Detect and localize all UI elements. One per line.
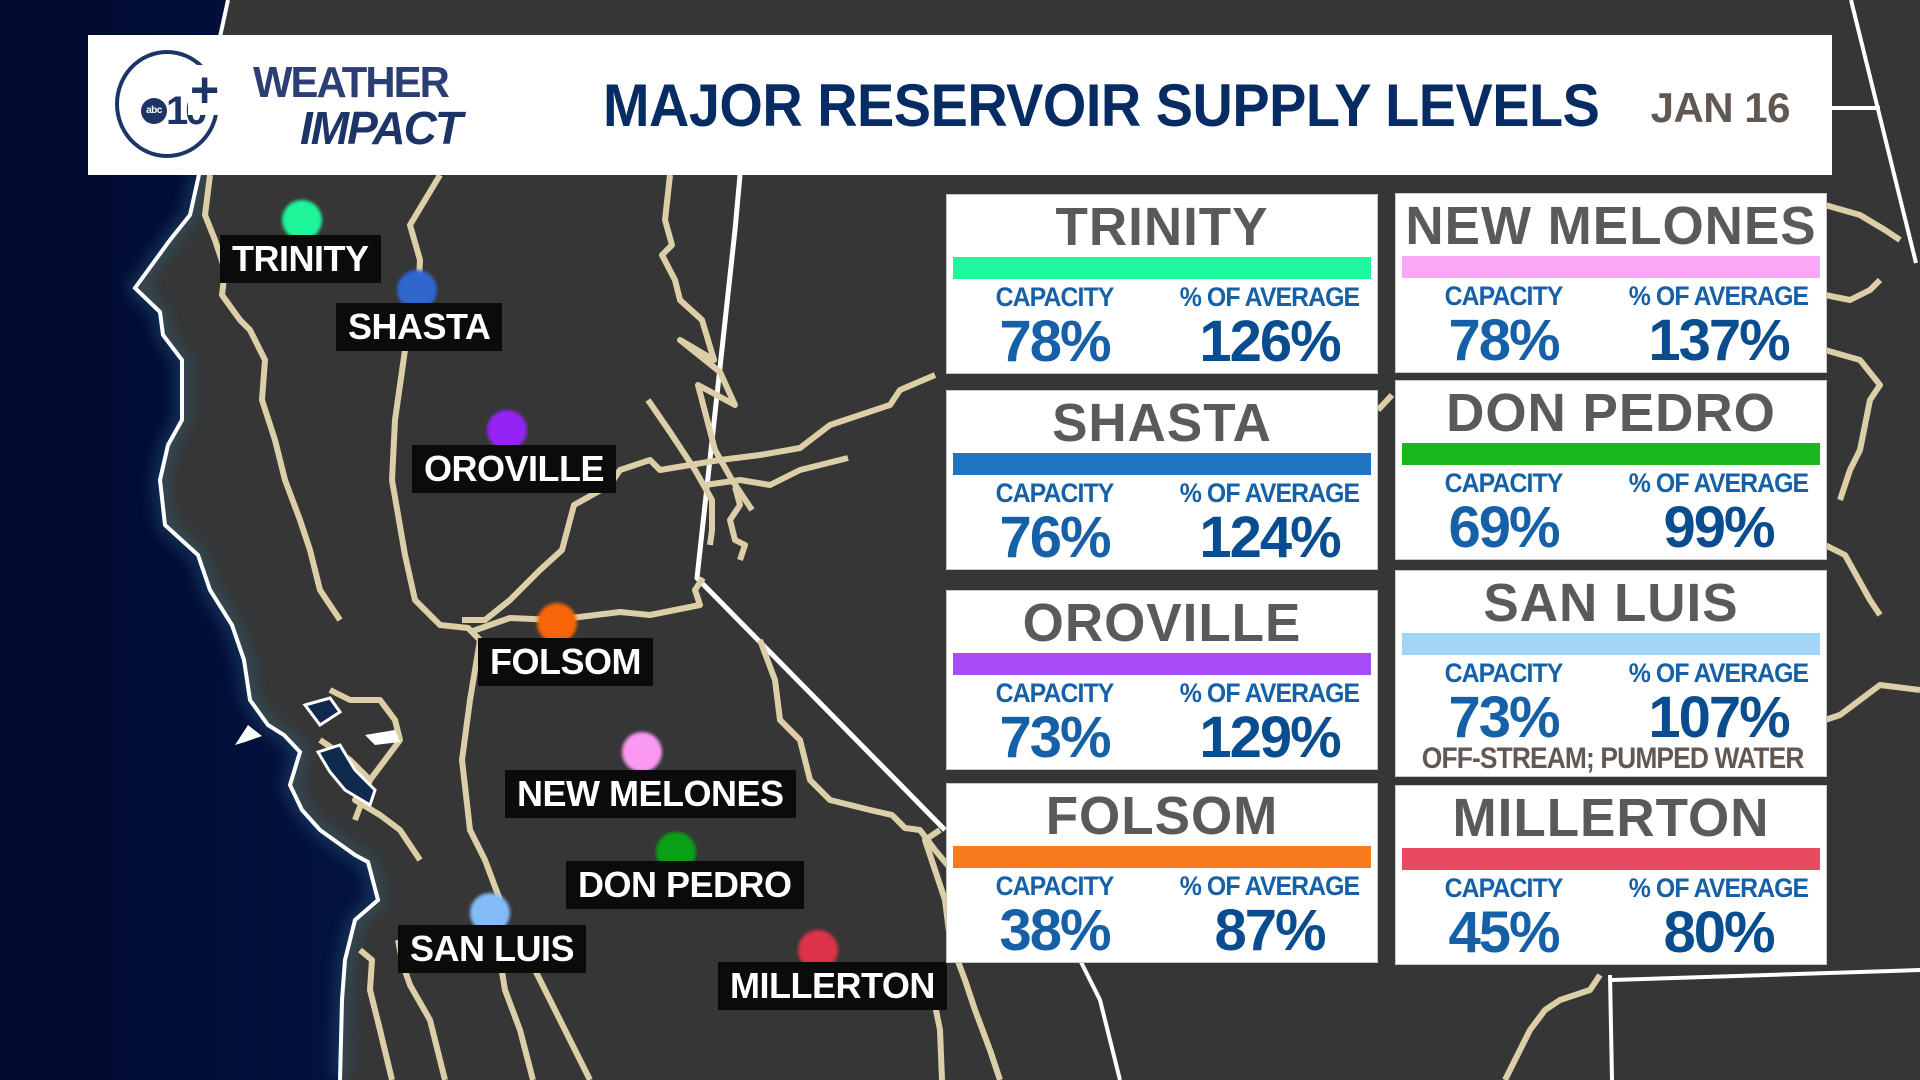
- marker-dot-trinity: [282, 200, 322, 240]
- average-value: 124%: [1199, 505, 1341, 570]
- capacity-label: CAPACITY: [995, 282, 1115, 312]
- reservoir-name: TRINITY: [1055, 197, 1269, 257]
- reservoir-name: OROVILLE: [1022, 593, 1302, 653]
- average-value: 107%: [1648, 685, 1790, 750]
- reservoir-name: SHASTA: [1052, 393, 1272, 453]
- reservoir-card-folsom: FOLSOM CAPACITY 38% % OF AVERAGE 87%: [946, 783, 1378, 963]
- average-label: % OF AVERAGE: [1179, 478, 1360, 508]
- capacity-label: CAPACITY: [995, 478, 1115, 508]
- capacity-label: CAPACITY: [1444, 658, 1564, 688]
- average-value: 129%: [1199, 705, 1341, 770]
- logo-plus: +: [188, 62, 222, 118]
- average-value: 126%: [1199, 309, 1341, 374]
- map-label-trinity: TRINITY: [220, 235, 381, 283]
- reservoir-note: OFF-STREAM; PUMPED WATER: [1421, 742, 1805, 775]
- map-label-shasta: SHASTA: [336, 303, 503, 351]
- capacity-value: 69%: [1448, 495, 1560, 560]
- brand-impact: IMPACT: [300, 102, 463, 154]
- map-label-oroville: OROVILLE: [412, 445, 617, 493]
- color-bar: [953, 257, 1371, 279]
- ocean: [0, 0, 378, 1080]
- capacity-label: CAPACITY: [995, 678, 1115, 708]
- capacity-label: CAPACITY: [1444, 468, 1564, 498]
- average-label: % OF AVERAGE: [1628, 468, 1809, 498]
- reservoir-card-millerton: MILLERTON CAPACITY 45% % OF AVERAGE 80%: [1395, 785, 1827, 965]
- capacity-label: CAPACITY: [1444, 281, 1564, 311]
- capacity-value: 38%: [999, 898, 1111, 963]
- reservoir-name: FOLSOM: [1045, 786, 1279, 846]
- reservoir-card-new-melones: NEW MELONES CAPACITY 78% % OF AVERAGE 137%: [1395, 193, 1827, 373]
- bay: [302, 696, 377, 808]
- capacity-label: CAPACITY: [1444, 873, 1564, 903]
- color-bar: [953, 846, 1371, 868]
- state-border: [694, 174, 947, 832]
- average-value: 80%: [1663, 900, 1775, 965]
- reservoir-card-shasta: SHASTA CAPACITY 76% % OF AVERAGE 124%: [946, 390, 1378, 570]
- map-label-new-melones: NEW MELONES: [505, 770, 796, 818]
- marker-dot-folsom: [537, 603, 577, 643]
- capacity-value: 73%: [1448, 685, 1560, 750]
- capacity-value: 78%: [1448, 308, 1560, 373]
- capacity-value: 45%: [1448, 900, 1560, 965]
- average-label: % OF AVERAGE: [1179, 678, 1360, 708]
- map-label-folsom: FOLSOM: [478, 638, 653, 686]
- reservoir-name: NEW MELONES: [1405, 196, 1817, 256]
- capacity-value: 73%: [999, 705, 1111, 770]
- color-bar: [1402, 256, 1820, 278]
- capacity-label: CAPACITY: [995, 871, 1115, 901]
- color-bar: [953, 653, 1371, 675]
- color-bar: [1402, 443, 1820, 465]
- marker-dot-new-melones: [622, 732, 662, 772]
- page-title: MAJOR RESERVOIR SUPPLY LEVELS: [603, 72, 1600, 139]
- map-label-millerton: MILLERTON: [718, 962, 947, 1010]
- coastline: [132, 0, 381, 1080]
- reservoir-name: SAN LUIS: [1483, 573, 1739, 633]
- map-label-don-pedro: DON PEDRO: [566, 861, 804, 909]
- marker-dot-oroville: [487, 410, 527, 450]
- abc-logo-icon: abc: [141, 98, 167, 124]
- reservoir-name: DON PEDRO: [1446, 383, 1776, 443]
- average-value: 137%: [1648, 308, 1790, 373]
- capacity-value: 76%: [999, 505, 1111, 570]
- color-bar: [953, 453, 1371, 475]
- capacity-value: 78%: [999, 309, 1111, 374]
- reservoir-card-don-pedro: DON PEDRO CAPACITY 69% % OF AVERAGE 99%: [1395, 380, 1827, 560]
- reservoir-name: MILLERTON: [1452, 788, 1770, 848]
- date-label: JAN 16: [1650, 84, 1791, 131]
- average-label: % OF AVERAGE: [1628, 658, 1809, 688]
- brand-weather: WEATHER: [253, 58, 450, 107]
- header-banner: abc 10 + WEATHER IMPACT MAJOR RESERVOIR …: [88, 35, 1832, 175]
- reservoir-card-trinity: TRINITY CAPACITY 78% % OF AVERAGE 126%: [946, 194, 1378, 374]
- average-label: % OF AVERAGE: [1628, 281, 1809, 311]
- average-label: % OF AVERAGE: [1628, 873, 1809, 903]
- average-value: 87%: [1214, 898, 1326, 963]
- reservoir-card-oroville: OROVILLE CAPACITY 73% % OF AVERAGE 129%: [946, 590, 1378, 770]
- reservoir-card-san-luis: SAN LUIS CAPACITY 73% % OF AVERAGE 107% OF…: [1395, 570, 1827, 777]
- average-label: % OF AVERAGE: [1179, 282, 1360, 312]
- color-bar: [1402, 633, 1820, 655]
- color-bar: [1402, 848, 1820, 870]
- average-value: 99%: [1663, 495, 1775, 560]
- map-label-san-luis: SAN LUIS: [398, 925, 587, 973]
- average-label: % OF AVERAGE: [1179, 871, 1360, 901]
